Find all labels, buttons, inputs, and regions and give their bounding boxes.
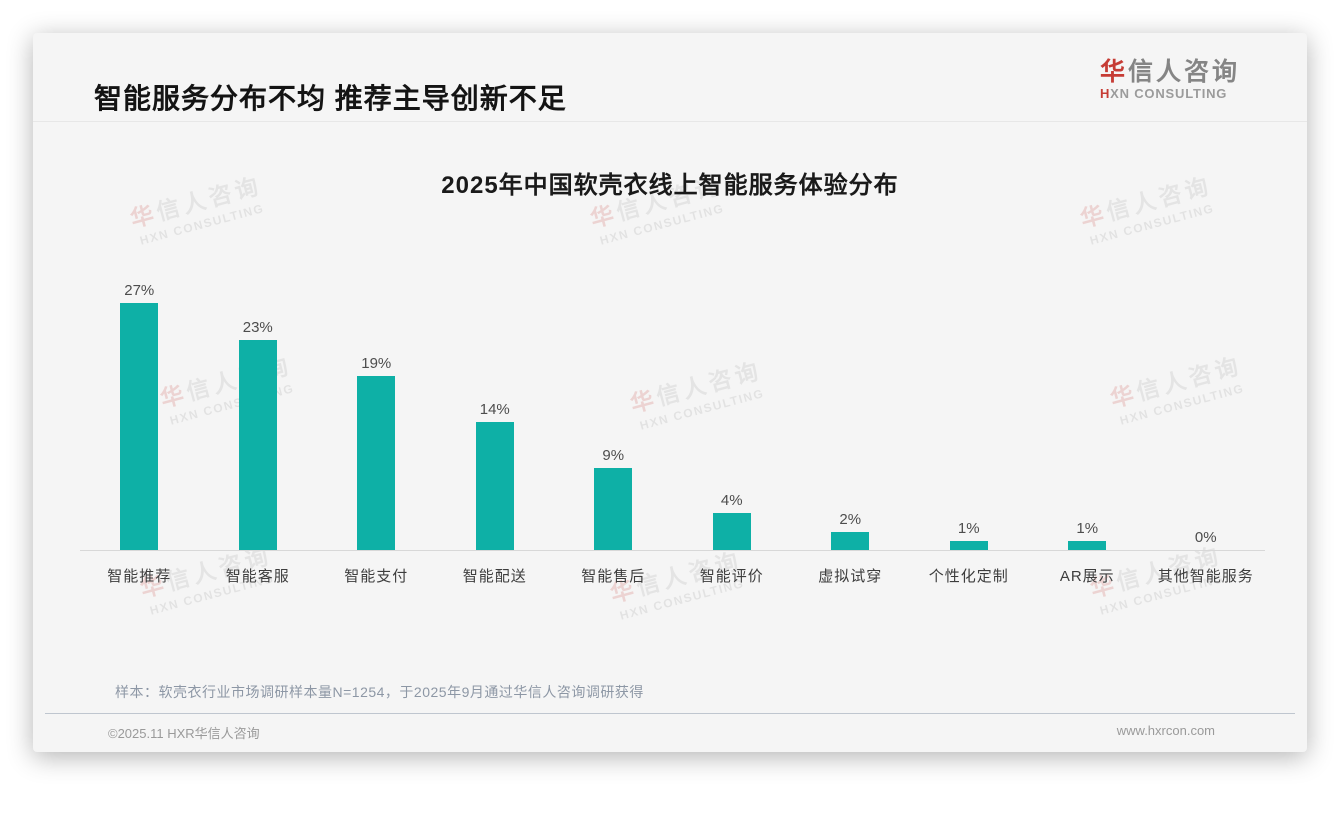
logo-en-rest: XN CONSULTING (1110, 85, 1228, 101)
chart-column: 1% (1028, 271, 1147, 550)
bar (1068, 541, 1107, 550)
bar-value-label: 2% (839, 511, 862, 528)
category-label: 智能推荐 (107, 568, 172, 585)
category-label: AR展示 (1059, 568, 1115, 585)
logo-accent-char: 华 (1099, 58, 1128, 86)
category-label: 智能售后 (581, 568, 646, 585)
category-label: 智能客服 (225, 568, 290, 585)
bar (120, 303, 159, 550)
bar (831, 532, 870, 550)
bar-value-label: 27% (124, 282, 155, 299)
bar-value-label: 0% (1194, 529, 1217, 546)
logo-en-wordmark: HXN CONSULTING (1099, 85, 1240, 102)
category-label: 智能支付 (344, 568, 409, 585)
category-axis: 智能推荐 智能客服 智能支付 智能配送 智能售后 智能评价 虚拟试穿 个性化定制 AR展示 其他智… (80, 551, 1265, 586)
bar-value-label: 4% (720, 492, 743, 509)
header: 智能服务分布不均 推荐主导创新不足 华信人咨询 HXN CONSULTING (33, 33, 1307, 122)
chart-column: 14% (436, 271, 555, 550)
bar (594, 468, 633, 550)
logo-cn-wordmark: 华信人咨询 (1100, 58, 1240, 87)
logo-cn-rest: 信人咨询 (1127, 58, 1240, 86)
chart-column: 2% (791, 271, 910, 550)
bar (949, 541, 988, 550)
watermark-en-text: HXN CONSULTING (138, 201, 266, 248)
bar (238, 340, 277, 550)
category-label: 其他智能服务 (1157, 568, 1254, 585)
bar (357, 376, 396, 550)
page-title: 智能服务分布不均 推荐主导创新不足 (94, 83, 567, 114)
bar-value-label: 9% (602, 447, 625, 464)
category-label: 智能配送 (462, 568, 527, 585)
chart-column: 23% (199, 271, 318, 550)
category-label: 智能评价 (699, 568, 764, 585)
watermark-en-text: HXN CONSULTING (1088, 201, 1216, 248)
chart-column: 0% (1147, 271, 1266, 550)
bar (712, 513, 751, 550)
copyright-text: ©2025.11 HXR华信人咨询 (108, 726, 260, 741)
bar-value-label: 19% (361, 355, 392, 372)
bar (475, 422, 514, 550)
chart-column: 27% (80, 271, 199, 550)
chart-column: 9% (554, 271, 673, 550)
chart-column: 4% (673, 271, 792, 550)
logo-en-accent-char: H (1099, 85, 1111, 101)
report-card: 华信人咨询 HXN CONSULTING 华信人咨询 HXN CONSULTING 华信… (33, 33, 1307, 752)
chart-column: 1% (910, 271, 1029, 550)
footer: ©2025.11 HXR华信人咨询 www.hxrcon.com (45, 713, 1295, 742)
category-label: 虚拟试穿 (818, 568, 883, 585)
website-text: www.hxrcon.com (1116, 723, 1215, 738)
bar-value-label: 14% (479, 401, 510, 418)
bar-value-label: 23% (242, 319, 273, 336)
company-logo: 华信人咨询 HXN CONSULTING (1100, 58, 1240, 102)
chart-column: 19% (317, 271, 436, 550)
bar-value-label: 1% (1076, 520, 1099, 537)
watermark-en-text: HXN CONSULTING (598, 201, 726, 248)
bar-chart: 27% 23% 19% 14% 9% 4% 2% 1% 1% 0% 智能推荐 智能客服 智能支付 智能配… (80, 271, 1265, 586)
sample-footnote: 样本：软壳衣行业市场调研样本量N=1254，于2025年9月通过华信人咨询调研获… (115, 684, 644, 700)
plot-area: 27% 23% 19% 14% 9% 4% 2% 1% 1% 0% (80, 271, 1265, 551)
category-label: 个性化定制 (928, 568, 1009, 585)
bar-value-label: 1% (957, 520, 980, 537)
chart-title: 2025年中国软壳衣线上智能服务体验分布 (441, 172, 899, 199)
